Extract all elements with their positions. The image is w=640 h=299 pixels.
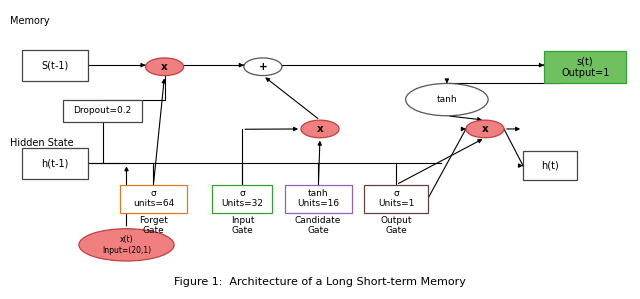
Text: S(t-1): S(t-1) bbox=[42, 60, 68, 70]
Text: tanh
Units=16: tanh Units=16 bbox=[298, 189, 339, 208]
Text: σ
Units=1: σ Units=1 bbox=[378, 189, 414, 208]
Bar bbox=[285, 185, 352, 213]
Bar bbox=[544, 51, 627, 83]
Text: x: x bbox=[481, 124, 488, 134]
Bar bbox=[523, 151, 577, 180]
Ellipse shape bbox=[79, 229, 174, 261]
Text: Hidden State: Hidden State bbox=[10, 138, 74, 148]
Bar bbox=[120, 185, 187, 213]
Text: x: x bbox=[161, 62, 168, 72]
Text: Candidate
Gate: Candidate Gate bbox=[295, 216, 341, 235]
Text: tanh: tanh bbox=[436, 95, 457, 104]
Circle shape bbox=[145, 58, 184, 76]
Text: x: x bbox=[317, 124, 323, 134]
Circle shape bbox=[301, 120, 339, 138]
Text: +: + bbox=[259, 62, 268, 72]
Text: Figure 1:  Architecture of a Long Short-term Memory: Figure 1: Architecture of a Long Short-t… bbox=[174, 277, 466, 287]
Text: σ
units=64: σ units=64 bbox=[133, 189, 174, 208]
Text: Output
Gate: Output Gate bbox=[380, 216, 412, 235]
Bar bbox=[22, 50, 88, 80]
Bar bbox=[63, 100, 142, 122]
Bar bbox=[364, 185, 428, 213]
Text: Dropout=0.2: Dropout=0.2 bbox=[74, 106, 132, 115]
Text: Input
Gate: Input Gate bbox=[231, 216, 254, 235]
Text: h(t-1): h(t-1) bbox=[42, 158, 69, 168]
Text: s(t)
Output=1: s(t) Output=1 bbox=[561, 57, 609, 78]
Text: Forget
Gate: Forget Gate bbox=[139, 216, 168, 235]
Circle shape bbox=[244, 58, 282, 76]
Text: h(t): h(t) bbox=[541, 161, 559, 171]
Circle shape bbox=[466, 120, 504, 138]
Text: σ
Units=32: σ Units=32 bbox=[221, 189, 263, 208]
Bar bbox=[22, 148, 88, 179]
Text: x(t)
Input=(20,1): x(t) Input=(20,1) bbox=[102, 235, 151, 254]
Bar bbox=[212, 185, 273, 213]
Text: Memory: Memory bbox=[10, 16, 50, 26]
Ellipse shape bbox=[406, 83, 488, 116]
